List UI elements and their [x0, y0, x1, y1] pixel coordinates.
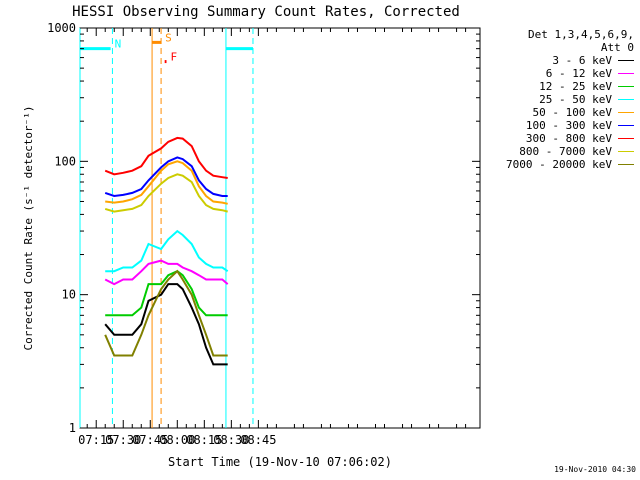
legend-item: 3 - 6 keV [474, 54, 634, 67]
legend-item: 300 - 800 keV [474, 132, 634, 145]
footer-timestamp: 19-Nov-2010 04:30 [554, 465, 636, 474]
legend-items: 3 - 6 keV 6 - 12 keV 12 - 25 keV 25 - 50 ke… [474, 54, 634, 171]
legend-label: 6 - 12 keV [545, 67, 612, 80]
x-tick-label: 08:00 [159, 433, 195, 447]
legend-label: 50 - 100 keV [532, 106, 612, 119]
series-line [105, 270, 228, 317]
series-line [104, 173, 228, 213]
plot-frame [79, 27, 481, 429]
flag-label-n: N [115, 38, 122, 51]
legend-label: 7000 - 20000 keV [506, 158, 612, 171]
legend-swatch [618, 60, 634, 61]
x-tick-label: 08:15 [186, 433, 222, 447]
legend-item: 100 - 300 keV [474, 119, 634, 132]
legend-swatch [618, 125, 634, 126]
legend: Det 1,3,4,5,6,9, Att 0 3 - 6 keV 6 - 12 k… [474, 28, 634, 171]
legend-swatch [618, 164, 634, 165]
axes-group: 1 10 100 1000 07:1507:3007:4508:0008:1508:30… [47, 21, 480, 447]
series-line [104, 156, 228, 198]
legend-item: 50 - 100 keV [474, 106, 634, 119]
x-axis-label: Start Time (19-Nov-10 07:06:02) [168, 455, 392, 469]
legend-header-attenuator: Att 0 [600, 41, 634, 54]
legend-swatch [618, 73, 634, 74]
series-group [104, 136, 229, 366]
legend-swatch [618, 99, 634, 100]
y-tick-label: 1000 [47, 21, 76, 35]
legend-item: 7000 - 20000 keV [474, 158, 634, 171]
x-tick-label: 08:30 [213, 433, 249, 447]
legend-label: 12 - 25 keV [539, 80, 612, 93]
legend-header-detectors: Det 1,3,4,5,6,9, [528, 28, 634, 41]
y-tick-label: 100 [54, 154, 76, 168]
legend-swatch [618, 138, 634, 139]
legend-swatch [618, 86, 634, 87]
y-tick-label: 10 [62, 288, 76, 302]
legend-item: 800 - 7000 keV [474, 145, 634, 158]
flag-label-s: S [165, 31, 172, 44]
flag-label-f: F [170, 51, 177, 64]
legend-item: 6 - 12 keV [474, 67, 634, 80]
series-line [104, 259, 229, 286]
legend-label: 3 - 6 keV [552, 54, 612, 67]
series-line [104, 269, 228, 357]
x-tick-label: 08:45 [240, 433, 276, 447]
series-line [105, 229, 229, 273]
y-tick-label: 1 [69, 421, 76, 435]
legend-swatch [618, 112, 634, 113]
x-tick-label: 07:30 [105, 433, 141, 447]
legend-swatch [618, 151, 634, 152]
legend-item: 25 - 50 keV [474, 93, 634, 106]
chart-title: HESSI Observing Summary Count Rates, Cor… [72, 4, 460, 20]
legend-label: 300 - 800 keV [525, 132, 612, 145]
legend-label: 25 - 50 keV [539, 93, 612, 106]
series-line [104, 283, 228, 366]
series-line [104, 136, 228, 179]
y-axis-label: Corrected Count Rate (s⁻¹ detector⁻¹) [22, 105, 35, 350]
legend-label: 800 - 7000 keV [519, 145, 612, 158]
x-tick-label: 07:45 [132, 433, 168, 447]
legend-item: 12 - 25 keV [474, 80, 634, 93]
legend-label: 100 - 300 keV [525, 119, 612, 132]
x-tick-label: 07:15 [78, 433, 114, 447]
observing-flags: N SF [79, 28, 254, 428]
series-line [105, 160, 228, 205]
